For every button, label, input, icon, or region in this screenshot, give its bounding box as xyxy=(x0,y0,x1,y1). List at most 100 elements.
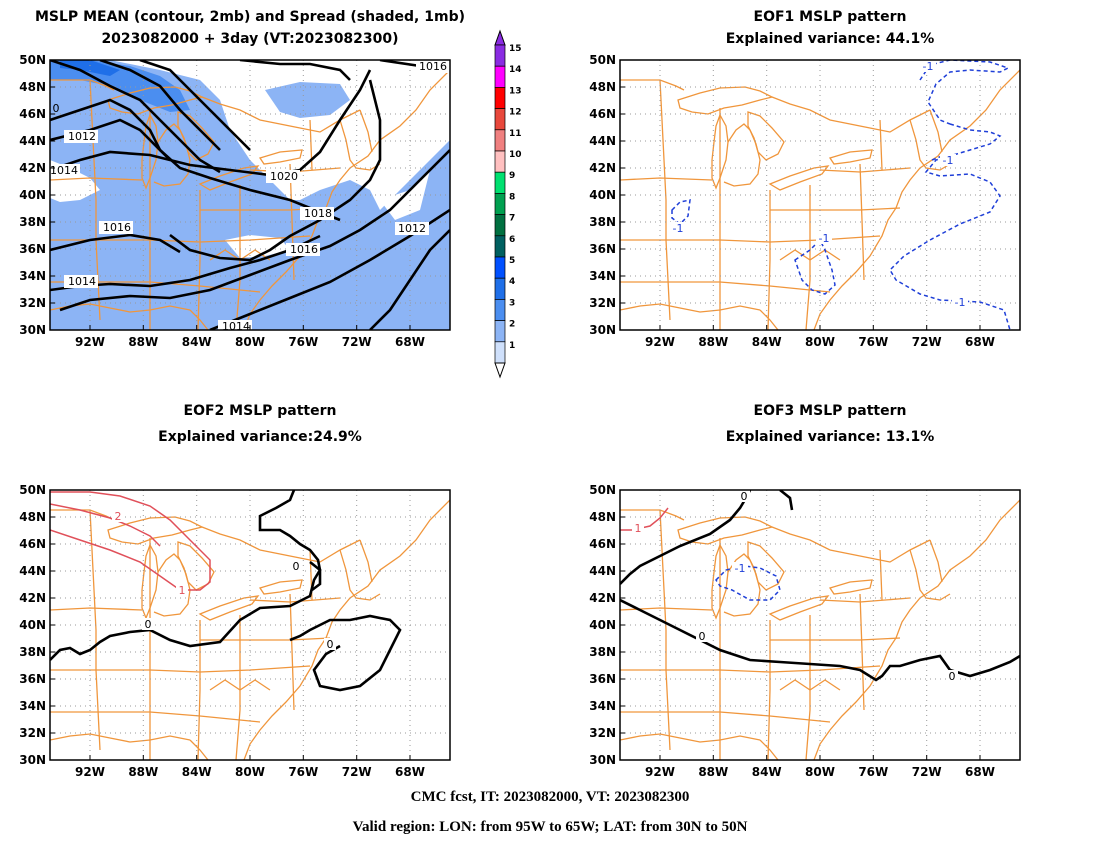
lat-tick-label: 34N xyxy=(589,699,616,713)
lat-tick-label: 38N xyxy=(19,215,46,229)
contour-label: -1 xyxy=(819,232,830,245)
contour-label: 1014 xyxy=(50,164,78,177)
panel1-map: 1016 1012 1014 1020 1018 1016 1016 1012 … xyxy=(49,59,451,331)
lon-tick-label: 72W xyxy=(342,335,372,349)
contour-label: 1016 xyxy=(290,243,318,256)
lat-tick-label: 44N xyxy=(589,564,616,578)
contour-label: 0 xyxy=(949,670,956,683)
panel4-map: 1 0 -1 0 0 xyxy=(619,489,1021,761)
contour-label: 1012 xyxy=(398,222,426,235)
lat-tick-label: 38N xyxy=(19,645,46,659)
lat-tick-label: 32N xyxy=(589,726,616,740)
colorbar-swatch xyxy=(494,299,506,321)
lon-tick-label: 88W xyxy=(128,335,158,349)
colorbar-label: 1 xyxy=(509,341,515,351)
lon-tick-label: 76W xyxy=(288,765,318,779)
panel3-title-line2: Explained variance:24.9% xyxy=(158,429,362,445)
contour-label: 0 xyxy=(53,102,60,115)
colorbar-top-arrow xyxy=(494,29,506,46)
colorbar-label: 5 xyxy=(509,256,515,266)
lat-tick-label: 30N xyxy=(589,323,616,337)
colorbar-swatch xyxy=(494,87,506,109)
lon-tick-label: 76W xyxy=(858,765,888,779)
eof3-negative-contours xyxy=(715,565,781,601)
colorbar-label: 8 xyxy=(509,192,515,202)
colorbar-swatch xyxy=(494,256,506,279)
contour-label: 0 xyxy=(293,560,300,573)
lon-tick-label: 84W xyxy=(182,765,212,779)
lon-tick-label: 76W xyxy=(288,335,318,349)
contour-label: 1014 xyxy=(68,275,96,288)
lat-tick-label: 34N xyxy=(589,269,616,283)
lon-tick-label: 92W xyxy=(75,335,105,349)
lon-tick-label: 88W xyxy=(128,765,158,779)
lon-tick-label: 80W xyxy=(805,335,835,349)
lat-tick-label: 42N xyxy=(589,591,616,605)
lat-tick-label: 34N xyxy=(19,699,46,713)
lat-tick-label: 38N xyxy=(589,645,616,659)
lat-tick-label: 40N xyxy=(19,618,46,632)
lat-tick-label: 36N xyxy=(19,242,46,256)
colorbar-label: 12 xyxy=(509,108,522,118)
lat-tick-label: 32N xyxy=(19,726,46,740)
colorbar-label: 2 xyxy=(509,320,515,330)
eof3-zero-contours xyxy=(620,490,1020,682)
lat-tick-label: 50N xyxy=(19,483,46,497)
lon-tick-label: 84W xyxy=(182,335,212,349)
footer-line1: CMC fcst, IT: 2023082000, VT: 2023082300 xyxy=(410,789,690,805)
eof1-contour-labels: -1 -1 -1 -1 -1 xyxy=(670,60,968,309)
colorbar-swatch xyxy=(494,150,506,173)
lat-tick-label: 50N xyxy=(589,483,616,497)
contour-label: 2 xyxy=(115,510,122,523)
colorbar-swatch xyxy=(494,129,506,152)
contour-label: -1 xyxy=(943,154,954,167)
panel1-title: MSLP MEAN (contour, 2mb) and Spread (sha… xyxy=(5,9,495,47)
colorbar-bottom-arrow xyxy=(494,362,506,379)
colorbar-label: 11 xyxy=(509,129,522,139)
colorbar-swatch xyxy=(494,44,506,67)
panel3-map: 2 1 0 0 0 xyxy=(49,489,451,761)
lat-tick-label: 40N xyxy=(589,188,616,202)
contour-label: -1 xyxy=(955,296,966,309)
lat-tick-label: 48N xyxy=(19,80,46,94)
lat-tick-label: 40N xyxy=(589,618,616,632)
contour-label: 1 xyxy=(179,584,186,597)
contour-label: 0 xyxy=(741,490,748,503)
contour-label: 1012 xyxy=(68,130,96,143)
contour-label: 1 xyxy=(635,522,642,535)
lon-tick-label: 68W xyxy=(965,335,995,349)
contour-label: 0 xyxy=(327,638,334,651)
lat-tick-label: 30N xyxy=(19,323,46,337)
panel3-title-line1: EOF2 MSLP pattern xyxy=(183,403,337,419)
panel2-title-line1: EOF1 MSLP pattern xyxy=(753,9,907,25)
lat-tick-label: 38N xyxy=(589,215,616,229)
panel4-title-line2: Explained variance: 13.1% xyxy=(725,429,935,445)
contour-label: 1020 xyxy=(270,170,298,183)
panel2-title: EOF1 MSLP pattern Explained variance: 44… xyxy=(630,9,1030,47)
lon-tick-label: 80W xyxy=(805,765,835,779)
lat-tick-label: 46N xyxy=(589,107,616,121)
mean-contour-labels: 1016 1012 1014 1020 1018 1016 1016 1012 … xyxy=(50,60,450,330)
colorbar-swatch xyxy=(494,65,506,88)
lat-tick-label: 30N xyxy=(589,753,616,767)
axis-labels: 50N 48N 46N 44N 42N 40N 38N 36N 34N 32N 30N 92W 88W 8… xyxy=(19,53,995,779)
colorbar-swatch xyxy=(494,341,506,364)
lat-tick-label: 50N xyxy=(19,53,46,67)
lon-tick-label: 76W xyxy=(858,335,888,349)
panel4-title: EOF3 MSLP pattern Explained variance: 13… xyxy=(630,403,1030,445)
lat-tick-label: 44N xyxy=(589,134,616,148)
lon-tick-label: 72W xyxy=(342,765,372,779)
panel2-map: -1 -1 -1 -1 -1 xyxy=(619,59,1021,331)
colorbar-swatch xyxy=(494,320,506,343)
eof2-zero-contours xyxy=(50,490,402,692)
contour-label: 1016 xyxy=(419,60,447,73)
contour-label: -1 xyxy=(923,60,934,73)
panel2-title-line2: Explained variance: 44.1% xyxy=(725,31,935,47)
lat-tick-label: 44N xyxy=(19,134,46,148)
lon-tick-label: 68W xyxy=(395,765,425,779)
contour-label: -1 xyxy=(735,562,746,575)
colorbar-label: 7 xyxy=(509,214,515,224)
spread-colorbar: 15 14 13 12 11 10 9 8 7 6 5 4 3 2 1 xyxy=(494,29,522,379)
lat-tick-label: 42N xyxy=(19,591,46,605)
